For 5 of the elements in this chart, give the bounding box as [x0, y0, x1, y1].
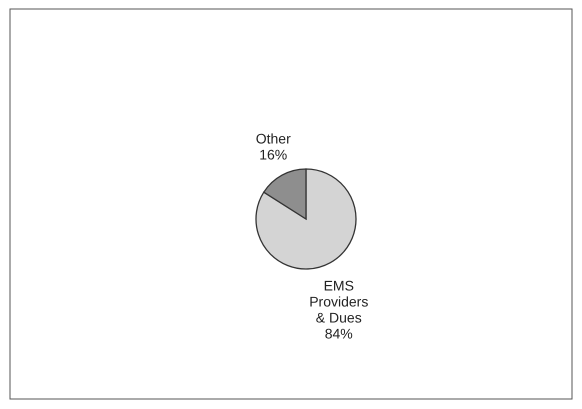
data-label: 84%	[324, 326, 353, 342]
slice-label: EMS Providers & Dues	[309, 278, 368, 326]
slice-label: Other	[256, 130, 292, 146]
data-label: 16%	[259, 146, 288, 162]
pie-slice	[255, 168, 357, 270]
